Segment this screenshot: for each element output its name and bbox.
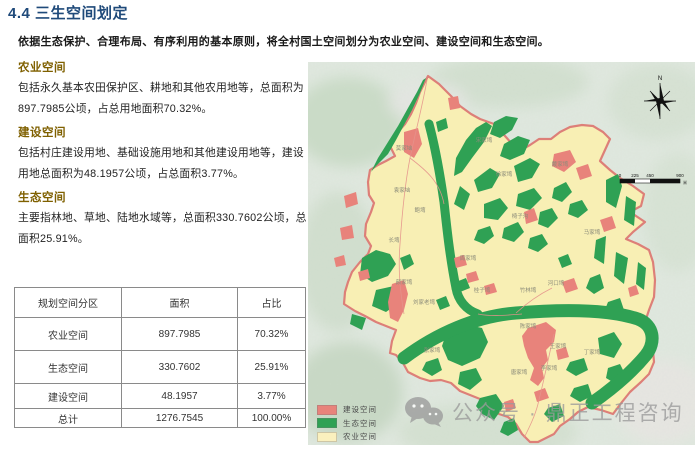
- map-place-label: 颜家塆: [396, 278, 413, 286]
- section-ecology-body: 主要指林地、草地、陆地水域等，总面积330.7602公顷，总面积25.91%。: [18, 212, 307, 245]
- map-place-label: 王家塆: [550, 342, 567, 350]
- legend-item-ecology: 生态空间: [317, 417, 377, 431]
- map-place-label: 宋家塆: [476, 136, 493, 144]
- cell-area: 1276.7545: [121, 408, 238, 428]
- compass-north-label: N: [658, 76, 662, 82]
- map-place-label: 鲍塆: [414, 206, 426, 214]
- table-header-zone: 规划空间分区: [14, 287, 122, 318]
- zone-area-table: 规划空间分区 面积 占比 农业空间 897.7985 70.32% 生态空间 3…: [14, 287, 306, 428]
- section-construction: 建设空间 包括村庄建设用地、基础设施用地和其他建设用地等，建设用地总面积为48.…: [18, 124, 310, 185]
- table-row: 建设空间 48.1957 3.77%: [14, 383, 306, 409]
- legend-swatch-construction: [317, 404, 337, 415]
- page-title: 4.4 三生空间划定: [8, 5, 129, 22]
- ecology-patches: [350, 78, 646, 436]
- map-place-label: 椅子沟: [512, 212, 529, 220]
- map-place-label: 张家塆: [424, 346, 441, 354]
- table-row: 生态空间 330.7602 25.91%: [14, 350, 306, 384]
- map-place-label: 长塆: [388, 236, 400, 244]
- road-lines: [398, 79, 555, 439]
- cell-zone: 生态空间: [14, 350, 122, 384]
- map-place-label: 莫家垴: [396, 144, 413, 152]
- section-agriculture-body: 包括永久基本农田保护区、耕地和其他农用地等，总面积为897.7985公顷，占总用…: [18, 82, 304, 115]
- map-place-label: 周家塆: [460, 254, 477, 262]
- legend-label: 生态空间: [343, 418, 377, 428]
- table-row: 农业空间 897.7985 70.32%: [14, 317, 306, 351]
- cell-area: 48.1957: [121, 383, 238, 409]
- section-construction-header: 建设空间: [18, 127, 66, 139]
- map-place-label: 马家塆: [584, 228, 601, 236]
- map-place-label: 唐家塆: [511, 368, 528, 376]
- legend-item-construction: 建设空间: [317, 403, 377, 417]
- scale-tick: 0: [619, 173, 622, 178]
- landuse-map: 莫家垴 宋家塆徐家塆 戴家塆袁家垴鲍塆长塆 椅子沟马家塆周家塆颜家塆刘家老塆 桂子塆 竹林…: [293, 56, 695, 450]
- wechat-icon: [405, 397, 443, 427]
- map-legend: 建设空间 生态空间 农业空间: [317, 403, 377, 444]
- construction-patches: [334, 96, 639, 412]
- table-header-area: 面积: [121, 287, 238, 318]
- map-place-label: 丁家塆: [584, 348, 601, 356]
- table-header-row: 规划空间分区 面积 占比: [14, 287, 306, 318]
- cell-ratio: 100.00%: [237, 408, 306, 428]
- cell-ratio: 3.77%: [237, 383, 306, 409]
- section-construction-body: 包括村庄建设用地、基础设施用地和其他建设用地等，建设用地总面积为48.1957公…: [18, 147, 304, 180]
- map-place-label: 竹林塆: [520, 286, 537, 294]
- map-place-label: 戴家塆: [552, 160, 569, 168]
- watermark-text: 公众号 · 鼎正工程咨询: [452, 402, 684, 425]
- map-place-label: 徐家塆: [496, 170, 513, 178]
- intro-text: 依据生态保护、合理布局、有序利用的基本原则，将全村国土空间划分为农业空间、建设空…: [18, 36, 550, 48]
- table-header-ratio: 占比: [237, 287, 306, 318]
- legend-swatch-agriculture: [317, 431, 337, 442]
- cell-zone: 总计: [14, 408, 122, 428]
- map-place-label: 李家塆: [541, 364, 558, 372]
- cell-zone: 农业空间: [14, 317, 122, 351]
- map-place-label: 桂子塆: [474, 286, 491, 294]
- section-ecology: 生态空间 主要指林地、草地、陆地水域等，总面积330.7602公顷，总面积25.…: [18, 189, 310, 250]
- map-place-label: 陈家塆: [520, 322, 537, 330]
- section-agriculture: 农业空间 包括永久基本农田保护区、耕地和其他农用地等，总面积为897.7985公…: [18, 59, 310, 120]
- section-ecology-header: 生态空间: [18, 192, 66, 204]
- cell-ratio: 70.32%: [237, 317, 306, 351]
- scale-tick: 900: [676, 173, 684, 178]
- map-place-label: 河口塆: [548, 279, 565, 287]
- table-total-row: 总计 1276.7545 100.00%: [14, 408, 306, 428]
- legend-swatch-ecology: [317, 418, 337, 429]
- legend-label: 农业空间: [343, 432, 377, 442]
- section-list: 农业空间 包括永久基本农田保护区、耕地和其他农用地等，总面积为897.7985公…: [18, 59, 310, 254]
- cell-area: 330.7602: [121, 350, 238, 384]
- scale-bar: 0 225 450 900 米: [619, 173, 687, 185]
- watermark: 公众号 · 鼎正工程咨询: [404, 396, 684, 428]
- legend-label: 建设空间: [343, 405, 377, 415]
- compass-icon: N: [644, 76, 676, 119]
- cell-zone: 建设空间: [14, 383, 122, 409]
- section-agriculture-header: 农业空间: [18, 62, 66, 74]
- map-place-label: 袁家垴: [394, 186, 411, 194]
- cell-area: 897.7985: [121, 317, 238, 351]
- scale-unit: 米: [683, 179, 687, 185]
- map-place-label: 刘家老塆: [413, 298, 436, 306]
- scale-tick: 450: [646, 173, 654, 178]
- scale-tick: 225: [631, 173, 639, 178]
- cell-ratio: 25.91%: [237, 350, 306, 384]
- legend-item-agriculture: 农业空间: [317, 430, 377, 444]
